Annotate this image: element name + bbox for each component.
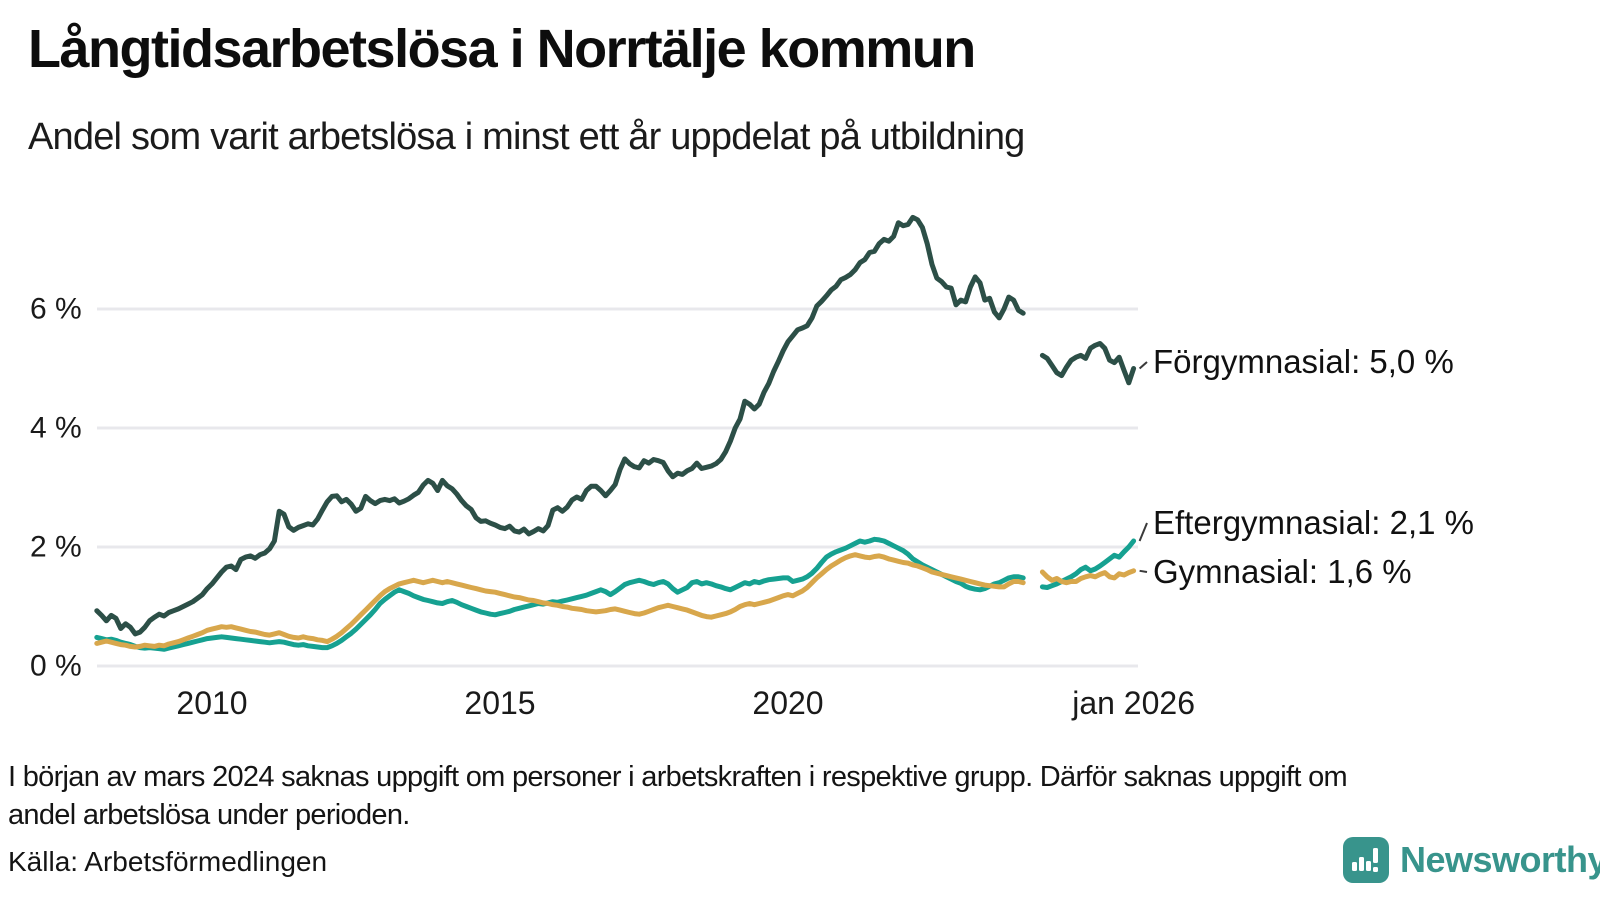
label-tick (1138, 361, 1148, 370)
x-tick-label: 2015 (464, 685, 535, 721)
series-line-eftergymnasial (94, 536, 1137, 652)
x-tick-label: 2020 (752, 685, 823, 721)
series-end-label: Gymnasial: 1,6 % (1153, 553, 1412, 590)
newsworthy-logo: Newsworthy (1343, 836, 1600, 884)
source-text: Källa: Arbetsförmedlingen (8, 846, 328, 877)
y-tick-label: 6 % (30, 293, 82, 326)
y-tick-label: 0 % (30, 650, 82, 683)
x-tick-label: 2010 (176, 685, 247, 721)
page-title: Långtidsarbetslösa i Norrtälje kommun (28, 19, 976, 79)
y-tick-label: 4 % (30, 412, 82, 445)
series-line-förgymnasial (94, 214, 1137, 637)
footnote-line-2: andel arbetslösa under perioden. (8, 799, 410, 831)
line-chart: 0 % 2 % 4 % 6 % 2010 2015 2020 jan 2026 Förgymna… (30, 214, 1474, 721)
x-tick-label: jan 2026 (1071, 685, 1195, 721)
label-tick (1139, 569, 1148, 573)
chart-subtitle: Andel som varit arbetslösa i minst ett å… (28, 116, 1025, 158)
newsworthy-wordmark: Newsworthy (1400, 839, 1600, 880)
newsworthy-chart-icon (1343, 837, 1389, 883)
series-end-label: Eftergymnasial: 2,1 % (1153, 504, 1474, 541)
series-line-gymnasial (94, 552, 1137, 650)
series-end-label: Förgymnasial: 5,0 % (1153, 343, 1454, 380)
footnote-line-1: I början av mars 2024 saknas uppgift om … (8, 761, 1348, 793)
footnote: I början av mars 2024 saknas uppgift om … (8, 758, 1548, 834)
label-tick (1138, 522, 1148, 542)
y-tick-label: 2 % (30, 531, 82, 564)
chart-canvas: 0 % 2 % 4 % 6 % 2010 2015 2020 jan 2026 Förgymna… (30, 214, 1474, 721)
